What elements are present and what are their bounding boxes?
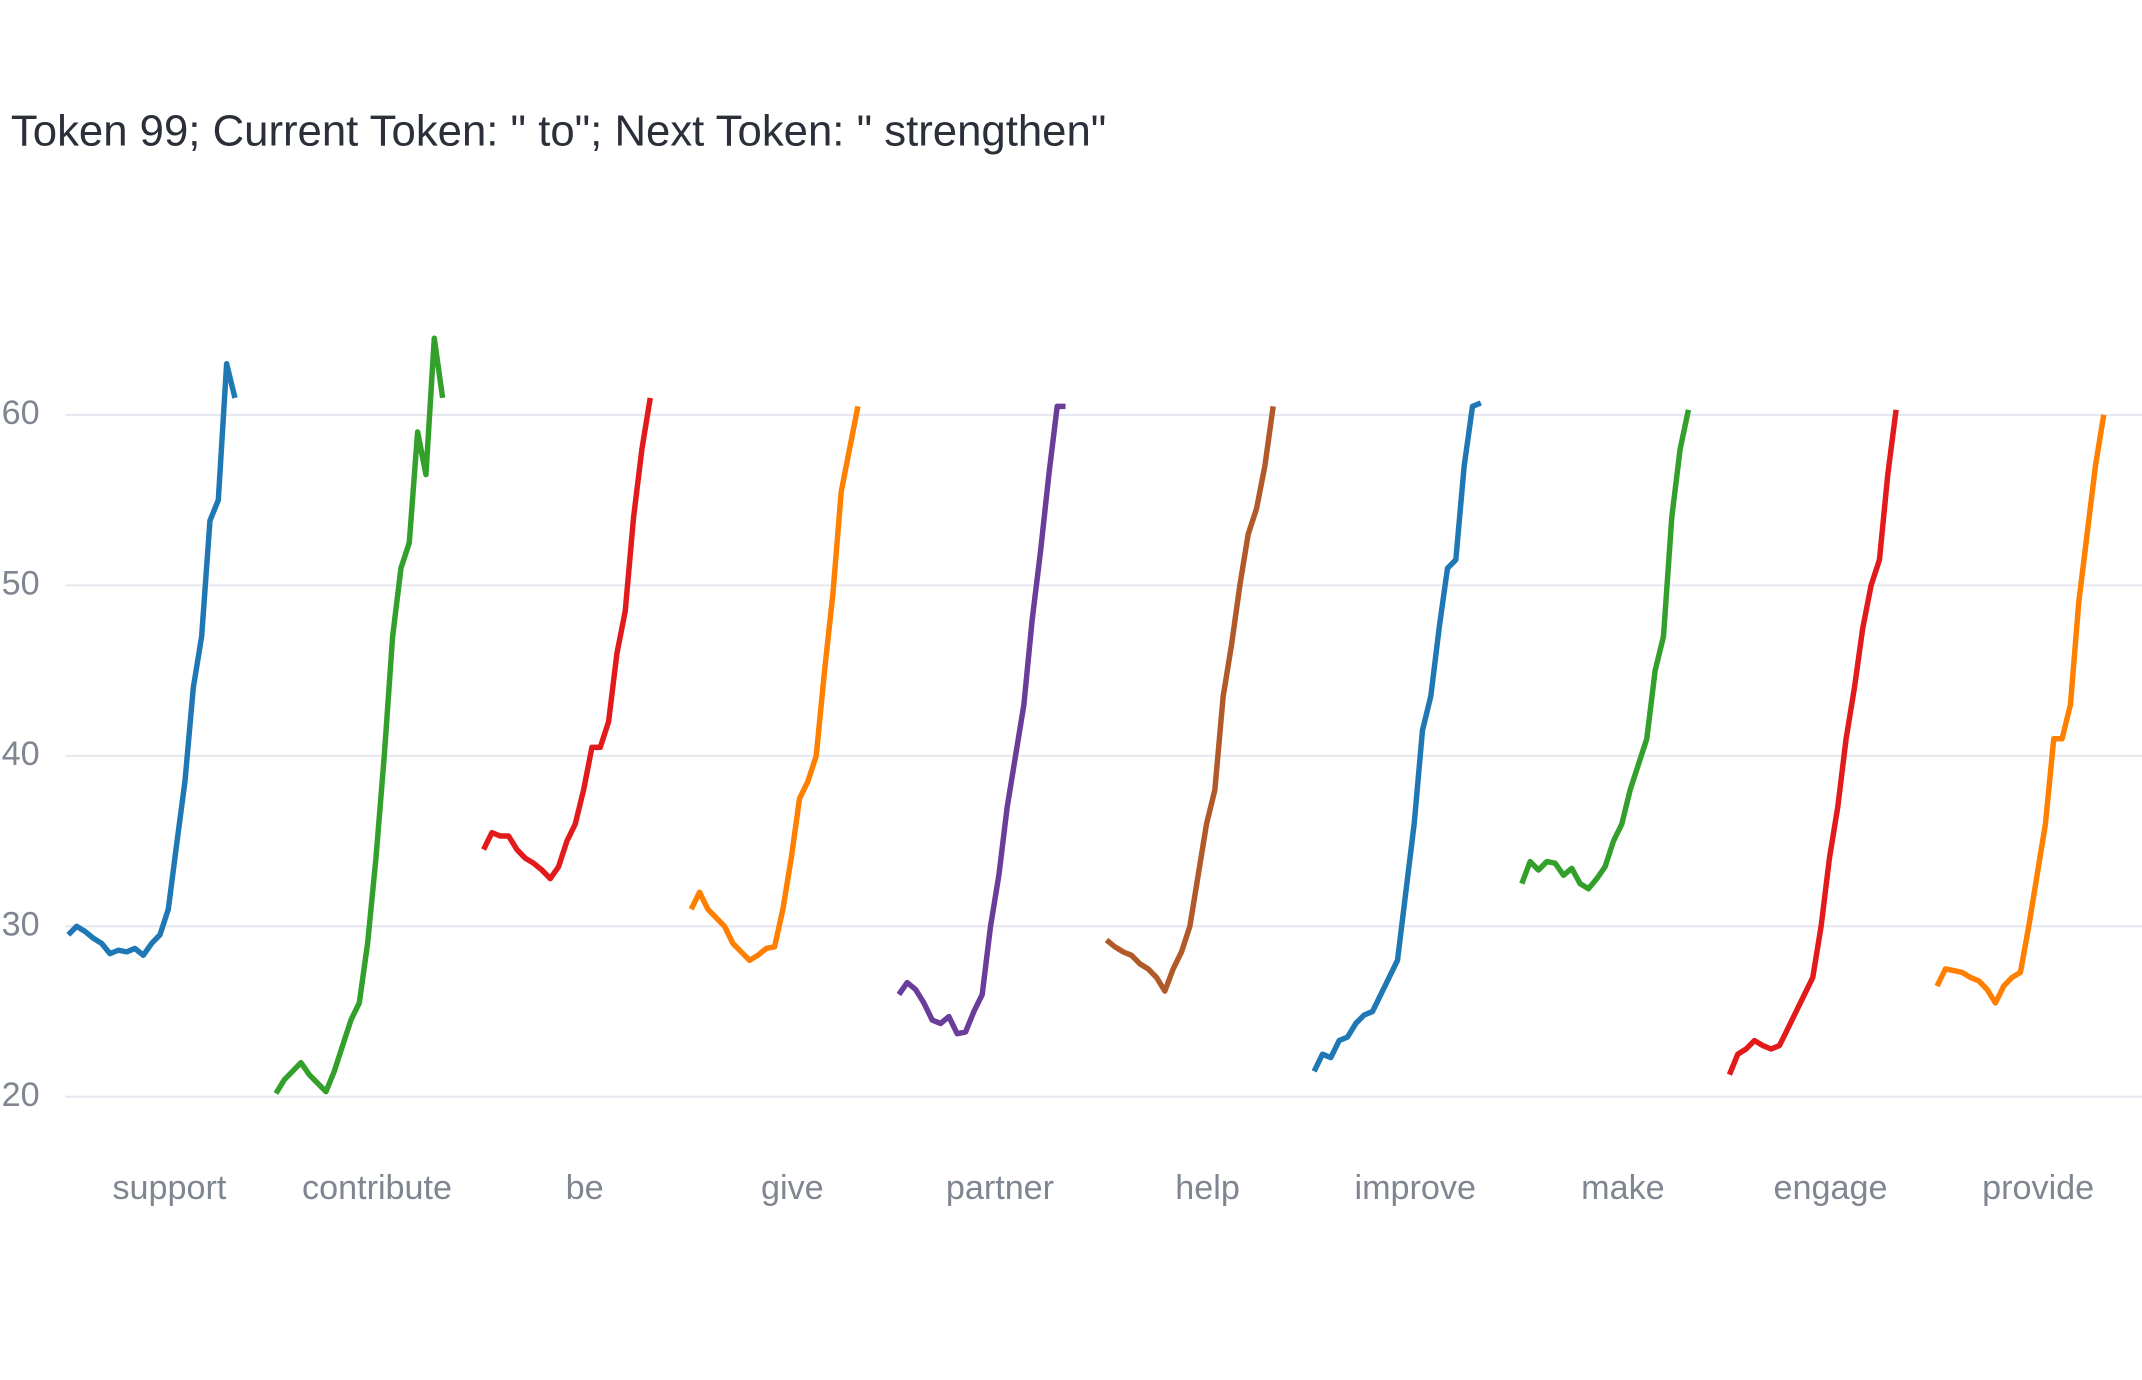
series-line xyxy=(896,403,1066,1037)
x-tick-label: provide xyxy=(1982,1169,2094,1207)
x-tick-label: make xyxy=(1581,1169,1664,1207)
y-tick-label: 40 xyxy=(2,735,40,773)
series-line xyxy=(66,361,238,959)
y-tick-label: 50 xyxy=(2,564,40,602)
series-line xyxy=(1934,414,2107,1006)
y-tick-label: 30 xyxy=(2,905,40,943)
y-tick-label: 60 xyxy=(2,394,40,432)
series-line xyxy=(1726,409,1899,1076)
series-line xyxy=(1104,406,1276,994)
series-line xyxy=(1519,409,1692,892)
x-tick-label: help xyxy=(1175,1169,1240,1207)
x-tick-label: be xyxy=(566,1169,604,1207)
series-line xyxy=(688,405,861,964)
y-tick-label: 20 xyxy=(2,1076,40,1114)
x-tick-label: engage xyxy=(1774,1169,1888,1207)
x-tick-label: partner xyxy=(946,1169,1054,1207)
x-tick-label: give xyxy=(761,1169,824,1207)
series-line xyxy=(273,335,446,1095)
x-tick-label: support xyxy=(112,1169,226,1207)
series-line xyxy=(1311,400,1482,1073)
x-tick-label: improve xyxy=(1355,1169,1476,1207)
chart-title: Token 99; Current Token: " to"; Next Tok… xyxy=(11,107,1106,156)
series-line xyxy=(481,397,653,882)
x-tick-label: contribute xyxy=(302,1169,452,1207)
